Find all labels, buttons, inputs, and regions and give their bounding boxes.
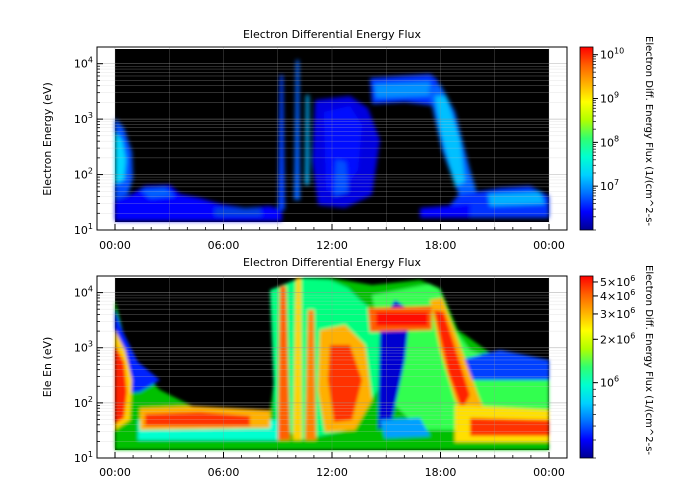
y-tick-label: 103 bbox=[74, 340, 93, 355]
panel-1-grid bbox=[97, 47, 567, 230]
y-tick-label: 103 bbox=[74, 111, 93, 126]
panel-1-colorbar-ticks: 107 108 109 1010 bbox=[593, 47, 624, 231]
x-tick-label: 00:00 bbox=[533, 239, 565, 252]
panel-2-y-ticks: 101 102 103 104 bbox=[74, 275, 103, 465]
panel-2-colorbar-label: Electron Diff. Energy Flux (1/(cm^2-s- bbox=[643, 265, 654, 455]
panel-2-title: Electron Differential Energy Flux bbox=[243, 256, 422, 269]
y-tick-label: 104 bbox=[74, 285, 93, 300]
x-tick-label: 00:00 bbox=[533, 466, 565, 479]
panel-1-x-ticks: 00:00 06:00 12:00 18:00 00:00 bbox=[99, 224, 565, 252]
panel-2-colorbar bbox=[579, 275, 594, 459]
panel-1-colorbar-label: Electron Diff. Energy Flux (1/(cm^2-s- bbox=[643, 36, 654, 226]
x-tick-label: 06:00 bbox=[208, 239, 240, 252]
y-tick-label: 104 bbox=[74, 56, 93, 71]
colorbar-tick-label: 106 bbox=[600, 375, 619, 390]
y-tick-label: 102 bbox=[74, 395, 93, 410]
colorbar-tick-label: 108 bbox=[600, 134, 619, 149]
x-tick-label: 00:00 bbox=[99, 466, 131, 479]
y-tick-label: 101 bbox=[74, 222, 93, 237]
panel-1: Electron Differential Energy Flux bbox=[41, 28, 654, 252]
x-tick-label: 18:00 bbox=[425, 239, 457, 252]
panel-2-x-ticks: 00:00 06:00 12:00 18:00 00:00 bbox=[99, 452, 565, 479]
colorbar-tick-label: 109 bbox=[600, 91, 619, 106]
panel-2-ylabel: Ele En (eV) bbox=[41, 337, 54, 398]
x-tick-label: 00:00 bbox=[99, 239, 131, 252]
y-tick-label: 102 bbox=[74, 167, 93, 182]
colorbar-tick-label: 1010 bbox=[600, 47, 624, 62]
panel-1-colorbar bbox=[579, 46, 594, 231]
colorbar-tick-label: 5×106 bbox=[600, 274, 635, 289]
x-tick-label: 12:00 bbox=[316, 466, 348, 479]
panel-1-title: Electron Differential Energy Flux bbox=[243, 28, 422, 41]
x-tick-label: 06:00 bbox=[208, 466, 240, 479]
colorbar-tick-label: 2×106 bbox=[600, 331, 635, 346]
panel-1-ylabel: Electron Energy (eV) bbox=[41, 82, 54, 196]
panel-2: Electron Differential Energy Flux bbox=[41, 256, 654, 479]
x-tick-label: 18:00 bbox=[425, 466, 457, 479]
colorbar-tick-label: 107 bbox=[600, 178, 619, 193]
panel-1-y-ticks: 101 102 103 104 bbox=[74, 46, 103, 237]
panel-2-grid bbox=[97, 276, 567, 458]
y-tick-label: 101 bbox=[74, 450, 93, 465]
x-tick-label: 12:00 bbox=[316, 239, 348, 252]
colorbar-tick-label: 4×106 bbox=[600, 288, 635, 303]
colorbar-tick-label: 3×106 bbox=[600, 306, 635, 321]
